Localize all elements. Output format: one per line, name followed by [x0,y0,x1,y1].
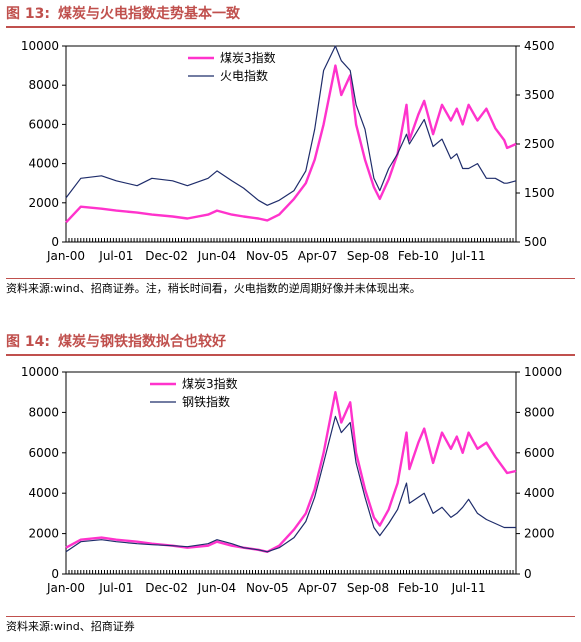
y-right-tick-label: 4500 [524,39,555,53]
y-right-tick-label: 10000 [524,365,562,379]
y-right-tick-label: 0 [524,567,532,581]
x-tick-label: Nov-05 [246,581,289,595]
figure-caption: 煤炭与钢铁指数拟合也较好 [57,334,226,350]
figure-title: 图 14: 煤炭与钢铁指数拟合也较好 [6,332,575,356]
chart-panel-13: 图 13: 煤炭与火电指数走势基本一致 0 2000 4000 6000 8000 1000… [0,0,581,312]
y-right-tick-label: 8000 [524,405,555,419]
series-line-coal [65,64,517,224]
figure-caption: 煤炭与火电指数走势基本一致 [57,6,240,22]
x-tick-label: Jun-04 [197,581,236,595]
series-line-second [65,415,516,553]
figure-title: 图 13: 煤炭与火电指数走势基本一致 [6,4,575,28]
source-note: 资料来源:wind、招商证券 [6,616,575,634]
x-axis-minor-ticks [65,238,517,242]
chart-13: 0 2000 4000 6000 8000 10000 500 1500 2500 3500 450… [21,39,555,263]
y-right-tick-label: 6000 [524,446,555,460]
chart-14: 0 2000 4000 6000 8000 10000 0 2000 4000 6000 8000 1… [21,365,562,595]
legend-label: 火电指数 [220,68,268,83]
y-right-tick-label: 1500 [524,186,555,200]
x-tick-label: Jan-00 [46,581,85,595]
y-left-tick-label: 8000 [28,78,59,92]
y-left-tick-label: 6000 [28,117,59,131]
y-left-tick-label: 8000 [28,405,59,419]
y-left-tick-label: 4000 [28,486,59,500]
y-left-tick-label: 10000 [21,39,59,53]
y-left-tick-label: 0 [51,567,59,581]
legend-label: 煤炭3指数 [182,376,238,391]
x-tick-label: Dec-02 [145,249,188,263]
x-tick-label: Dec-02 [145,581,188,595]
y-left-tick-label: 2000 [28,527,59,541]
x-tick-label: Apr-07 [298,249,338,263]
y-right-tick-label: 4000 [524,486,555,500]
y-left-tick-label: 2000 [28,196,59,210]
x-tick-label: Feb-10 [398,249,439,263]
y-left-tick-label: 6000 [28,446,59,460]
x-tick-label: Apr-07 [298,581,338,595]
legend-label: 煤炭3指数 [220,50,276,65]
x-tick-label: Jul-01 [98,249,133,263]
y-right-tick-label: 2500 [524,137,555,151]
y-right-tick-label: 3500 [524,88,555,102]
y-right-tick-label: 2000 [524,527,555,541]
y-left-tick-label: 4000 [28,157,59,171]
y-left-tick-label: 10000 [21,365,59,379]
x-tick-label: Jul-01 [98,581,133,595]
x-tick-label: Jul-11 [451,249,486,263]
x-tick-label: Sep-08 [347,249,389,263]
series-line-coal [65,391,517,554]
series-line-second [65,45,517,206]
legend-label: 钢铁指数 [182,394,230,409]
y-right-tick-label: 500 [524,235,547,249]
x-axis-minor-ticks [65,570,517,574]
source-note: 资料来源:wind、招商证券。注，稍长时间看，火电指数的逆周期好像并未体现出来。 [6,278,575,296]
x-tick-label: Feb-10 [398,581,439,595]
x-tick-label: Sep-08 [347,581,389,595]
chart-panel-14: 图 14: 煤炭与钢铁指数拟合也较好 0 2000 4000 6000 8000 10000… [0,328,581,642]
x-tick-label: Jun-04 [197,249,236,263]
x-tick-label: Jul-11 [451,581,486,595]
x-tick-label: Jan-00 [46,249,85,263]
figure-number: 图 13: [6,6,50,22]
figure-number: 图 14: [6,334,50,350]
x-tick-label: Nov-05 [246,249,289,263]
y-left-tick-label: 0 [51,235,59,249]
